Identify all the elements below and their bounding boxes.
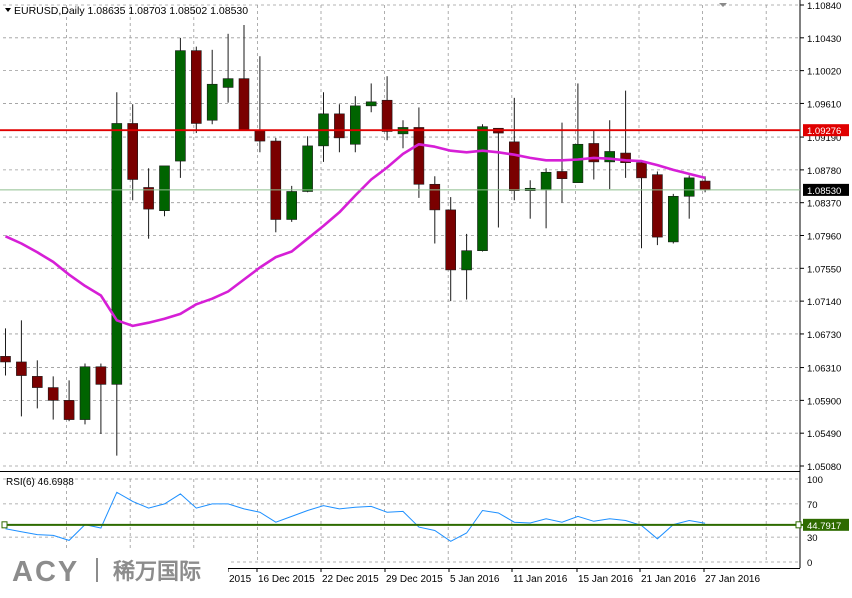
y-axis: 1.10840 1.10430 1.10020 1.09610 1.09190 1.087… — [800, 1, 849, 569]
y-tick-label: 1.08370 — [807, 199, 841, 210]
y-tick-label: 1.10430 — [807, 34, 841, 45]
y-tick-label: 1.07960 — [807, 232, 841, 243]
candle-bear[interactable] — [429, 183, 441, 211]
candle-bear[interactable] — [334, 113, 345, 139]
x-tick-label: 27 Jan 2016 — [705, 574, 760, 585]
y-tick-label: 1.09190 — [807, 133, 841, 144]
candle-bear[interactable] — [191, 50, 202, 124]
candle-bull[interactable] — [604, 151, 616, 163]
candle-bear[interactable] — [556, 171, 568, 179]
candle-bear[interactable] — [47, 387, 59, 401]
rsi-label: RSI(6) 46.6988 — [6, 477, 74, 488]
candle-bull[interactable] — [461, 250, 472, 271]
candle-bull[interactable] — [365, 101, 377, 107]
chart-title: EURUSD,Daily 1.08635 1.08703 1.08502 1.0… — [14, 5, 248, 17]
candle-bear[interactable] — [0, 356, 11, 363]
candle-bear[interactable] — [445, 209, 457, 271]
candle-bull[interactable] — [206, 83, 218, 121]
candle-bear[interactable] — [636, 162, 647, 179]
y-tick-label: 1.10840 — [807, 1, 841, 12]
candle-bear[interactable] — [270, 140, 282, 220]
candle-bear[interactable] — [143, 187, 154, 210]
y-tick-label: 1.06310 — [807, 364, 841, 375]
y-tick-label: 1.06730 — [807, 330, 841, 341]
candle-bull[interactable] — [349, 105, 361, 145]
x-tick-label: 5 Jan 2016 — [450, 574, 500, 585]
logo-chinese: 稀万国际 — [113, 559, 201, 584]
candle-bear[interactable] — [238, 78, 250, 131]
x-tick-label: 15 Jan 2016 — [578, 574, 633, 585]
current-price-tag — [803, 183, 849, 196]
candle-bull[interactable] — [667, 195, 679, 243]
rsi-tick-label: 100 — [807, 475, 823, 486]
rsi-level-tag — [803, 518, 849, 531]
candle-bull[interactable] — [175, 50, 186, 162]
y-tick-label: 1.08780 — [807, 166, 841, 177]
y-tick-label: 1.07550 — [807, 264, 841, 275]
candle-bear[interactable] — [588, 143, 600, 163]
candle-bull[interactable] — [159, 165, 170, 211]
candle-bull[interactable] — [79, 366, 91, 420]
rsi-tick-label: 30 — [807, 533, 818, 544]
candle-bull[interactable] — [111, 123, 123, 385]
scroll-marker-icon[interactable] — [719, 3, 727, 7]
y-tick-label: 1.09610 — [807, 99, 841, 110]
x-tick-label: 21 Jan 2016 — [641, 574, 696, 585]
candle-bear[interactable] — [652, 174, 663, 238]
candle-bull[interactable] — [540, 171, 552, 191]
rsi-level-handle[interactable] — [795, 521, 802, 529]
moving-average-line[interactable] — [4, 143, 706, 328]
candle-bull[interactable] — [477, 126, 488, 252]
y-tick-label: 1.07140 — [807, 297, 841, 308]
candle-bull[interactable] — [572, 143, 584, 183]
candle-bear[interactable] — [95, 366, 107, 385]
candle-bear[interactable] — [16, 361, 27, 376]
candle-bear[interactable] — [413, 127, 425, 185]
x-tick-label: 22 Dec 2015 — [322, 574, 379, 585]
x-axis: 2015 16 Dec 2015 22 Dec 2015 29 Dec 2015 5 J… — [227, 568, 760, 585]
resistance-price-tag — [803, 124, 849, 137]
price-chart[interactable] — [0, 25, 800, 456]
candle-bull[interactable] — [222, 78, 234, 88]
candle-bull[interactable] — [683, 177, 695, 197]
rsi-line[interactable] — [5, 491, 706, 542]
rsi-tick-label: 0 — [807, 558, 812, 569]
rsi-level-label: 44.7917 — [807, 521, 841, 532]
rsi-level-handle[interactable] — [1, 521, 8, 529]
rsi-chart[interactable] — [1, 491, 804, 542]
candle-bear[interactable] — [381, 99, 393, 132]
candle-bear[interactable] — [620, 152, 631, 163]
resistance-price-label: 1.09276 — [807, 126, 841, 137]
y-tick-label: 1.10020 — [807, 67, 841, 78]
current-price-label: 1.08530 — [807, 186, 841, 197]
acy-logo: ACY 稀万国际 — [0, 548, 228, 593]
candle-bear[interactable] — [699, 180, 711, 191]
y-tick-label: 1.05490 — [807, 429, 841, 440]
candle-bear[interactable] — [31, 376, 43, 388]
candle-bull[interactable] — [302, 145, 313, 192]
candle-bear[interactable] — [254, 129, 266, 142]
y-tick-label: 1.05080 — [807, 462, 841, 473]
candle-bear[interactable] — [63, 400, 75, 420]
x-tick-label: 29 Dec 2015 — [386, 574, 443, 585]
x-tick-label: 2015 — [229, 574, 252, 585]
candle-bear[interactable] — [508, 141, 520, 191]
y-tick-label: 1.05900 — [807, 396, 841, 407]
chevron-down-icon[interactable] — [5, 8, 11, 12]
candle-bull[interactable] — [286, 191, 298, 220]
candle-bear[interactable] — [127, 123, 138, 180]
x-tick-label: 16 Dec 2015 — [258, 574, 315, 585]
logo-text: ACY — [12, 556, 79, 588]
rsi-tick-label: 70 — [807, 500, 818, 511]
x-tick-label: 11 Jan 2016 — [513, 574, 568, 585]
